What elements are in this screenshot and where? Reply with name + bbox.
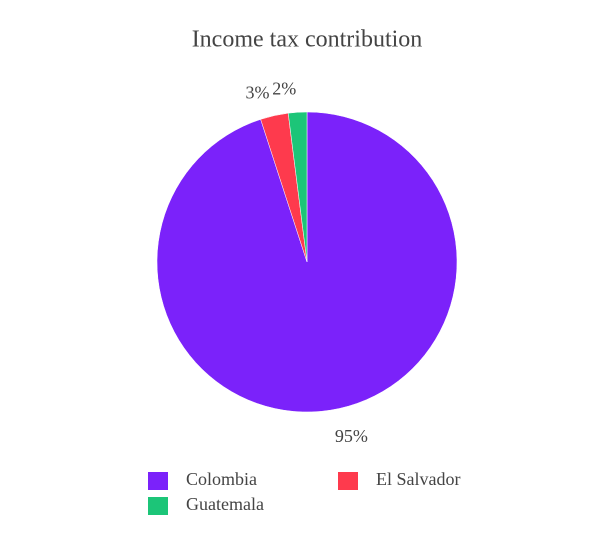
legend-swatch — [148, 497, 168, 515]
legend-label: El Salvador — [376, 469, 460, 489]
legend-label: Guatemala — [186, 494, 264, 514]
slice-label: 95% — [335, 426, 368, 446]
slice-label: 2% — [272, 78, 296, 98]
chart-title: Income tax contribution — [192, 27, 423, 53]
legend-swatch — [148, 472, 168, 490]
legend-swatch — [338, 472, 358, 490]
slice-label: 3% — [245, 82, 269, 102]
legend-label: Colombia — [186, 469, 257, 489]
pie-slice — [287, 111, 308, 263]
